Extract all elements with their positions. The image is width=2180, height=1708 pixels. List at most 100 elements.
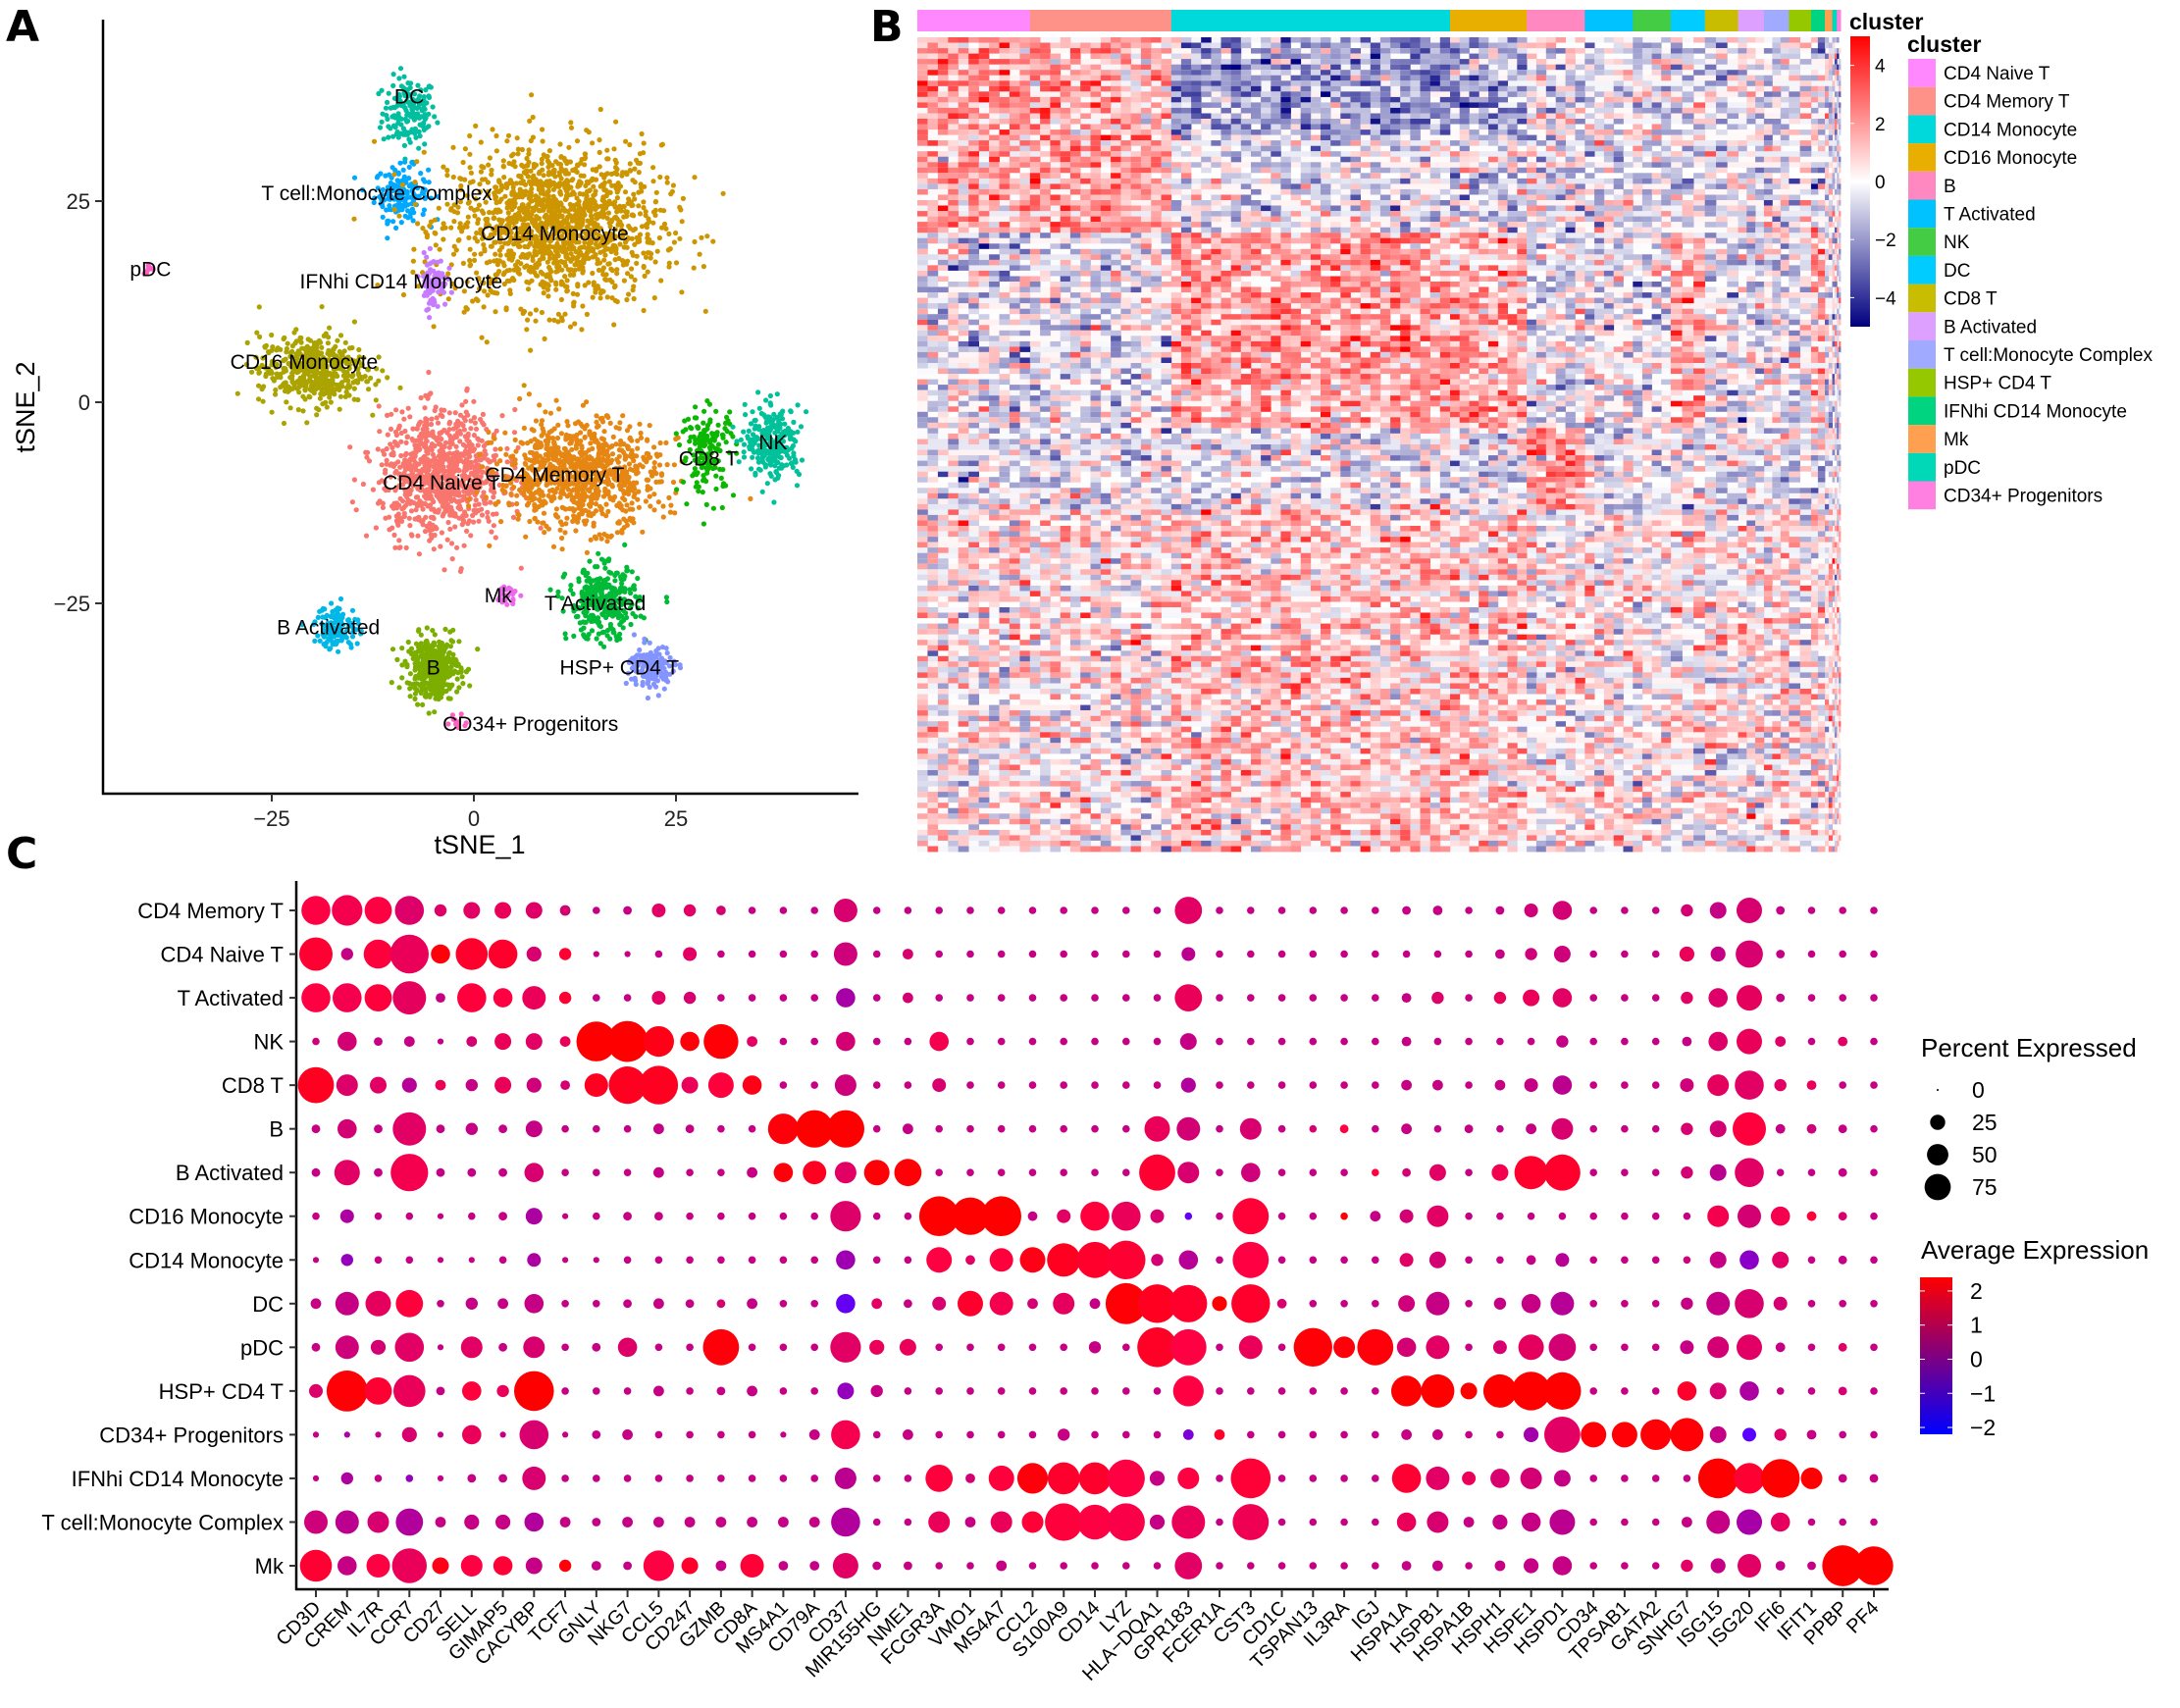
tsne-point — [493, 511, 499, 517]
tsne-point — [481, 165, 487, 171]
tsne-point — [584, 251, 590, 257]
tsne-point — [670, 479, 677, 486]
tsne-point — [300, 408, 306, 414]
tsne-point — [337, 333, 344, 338]
tsne-point — [313, 381, 319, 387]
tsne-point — [403, 544, 409, 551]
tsne-point — [560, 259, 566, 265]
tsne-point — [608, 586, 615, 592]
tsne-point — [603, 272, 609, 278]
tsne-point — [560, 574, 566, 580]
tsne-point — [658, 278, 664, 284]
tsne-point — [645, 477, 651, 483]
tsne-point — [597, 295, 603, 301]
tsne-point — [606, 569, 612, 575]
tsne-point — [518, 440, 524, 445]
tsne-point — [542, 214, 547, 220]
tsne-point — [448, 504, 454, 510]
tsne-point — [791, 450, 797, 456]
tsne-point — [432, 230, 438, 235]
tsne-point — [512, 406, 518, 413]
tsne-point — [616, 255, 622, 262]
tsne-point — [557, 141, 563, 147]
tsne-point — [445, 519, 451, 526]
tsne-point — [772, 477, 778, 483]
tsne-point — [664, 175, 670, 181]
tsne-point — [384, 445, 389, 452]
tsne-point — [641, 199, 647, 205]
tsne-point — [601, 199, 607, 205]
tsne-point — [777, 411, 783, 417]
tsne-point — [564, 515, 570, 521]
tsne-point — [281, 336, 286, 342]
tsne-point — [645, 455, 651, 461]
tsne-point — [442, 440, 448, 445]
tsne-point — [388, 426, 394, 432]
tsne-point — [562, 530, 568, 536]
tsne-point — [590, 294, 596, 300]
tsne-point — [609, 457, 615, 463]
tsne-point — [594, 457, 600, 463]
tsne-point — [422, 405, 428, 411]
tsne-point — [521, 308, 528, 315]
tsne-point — [527, 118, 533, 124]
tsne-point — [473, 426, 480, 432]
tsne-point — [362, 374, 368, 380]
tsne-point — [406, 515, 412, 521]
tsne-point — [550, 186, 557, 192]
tsne-point — [407, 500, 413, 506]
tsne-point — [530, 134, 537, 140]
tsne-point — [486, 429, 492, 436]
tsne-point — [552, 197, 559, 203]
tsne-point — [354, 641, 360, 647]
tsne-point — [624, 490, 630, 495]
tsne-point — [384, 113, 389, 119]
tsne-point — [427, 493, 433, 499]
tsne-point — [562, 208, 568, 214]
tsne-point — [648, 503, 653, 509]
tsne-point — [582, 202, 588, 208]
tsne-point — [487, 155, 493, 161]
tsne-point — [432, 442, 438, 449]
tsne-point — [426, 167, 432, 173]
tsne-point — [441, 567, 447, 573]
tsne-point — [678, 207, 684, 213]
tsne-point — [601, 175, 607, 181]
tsne-point — [524, 502, 531, 508]
tsne-point — [634, 260, 640, 266]
tsne-point — [656, 234, 663, 241]
tsne-point — [597, 576, 603, 582]
tsne-point — [397, 385, 403, 390]
tsne-point — [466, 503, 472, 509]
tsne-point — [397, 160, 403, 166]
tsne-point — [490, 127, 495, 132]
tsne-point — [432, 217, 438, 223]
tsne-point — [472, 420, 478, 426]
tsne-point — [427, 223, 433, 229]
tsne-point — [416, 145, 422, 151]
tsne-point — [645, 269, 650, 275]
tsne-point — [545, 272, 550, 278]
tsne-point — [563, 636, 569, 642]
tsne-point — [657, 174, 663, 181]
tsne-point — [702, 308, 708, 314]
tsne-point — [571, 215, 577, 221]
tsne-point — [477, 452, 483, 458]
tsne-point — [631, 191, 637, 197]
tsne-point — [510, 251, 517, 257]
tsne-point — [646, 451, 651, 457]
tsne-point — [387, 527, 392, 533]
tsne-point — [588, 197, 594, 203]
tsne-point — [576, 198, 582, 204]
tsne-point — [593, 500, 599, 507]
tsne-point — [416, 551, 422, 557]
tsne-point — [652, 259, 658, 265]
tsne-point — [759, 489, 765, 494]
tsne-point — [580, 191, 587, 197]
tsne-point — [635, 575, 641, 582]
tsne-point — [644, 225, 650, 231]
tsne-point — [612, 199, 618, 205]
tsne-point — [580, 265, 586, 271]
tsne-point — [319, 344, 325, 350]
tsne-point — [451, 219, 457, 225]
